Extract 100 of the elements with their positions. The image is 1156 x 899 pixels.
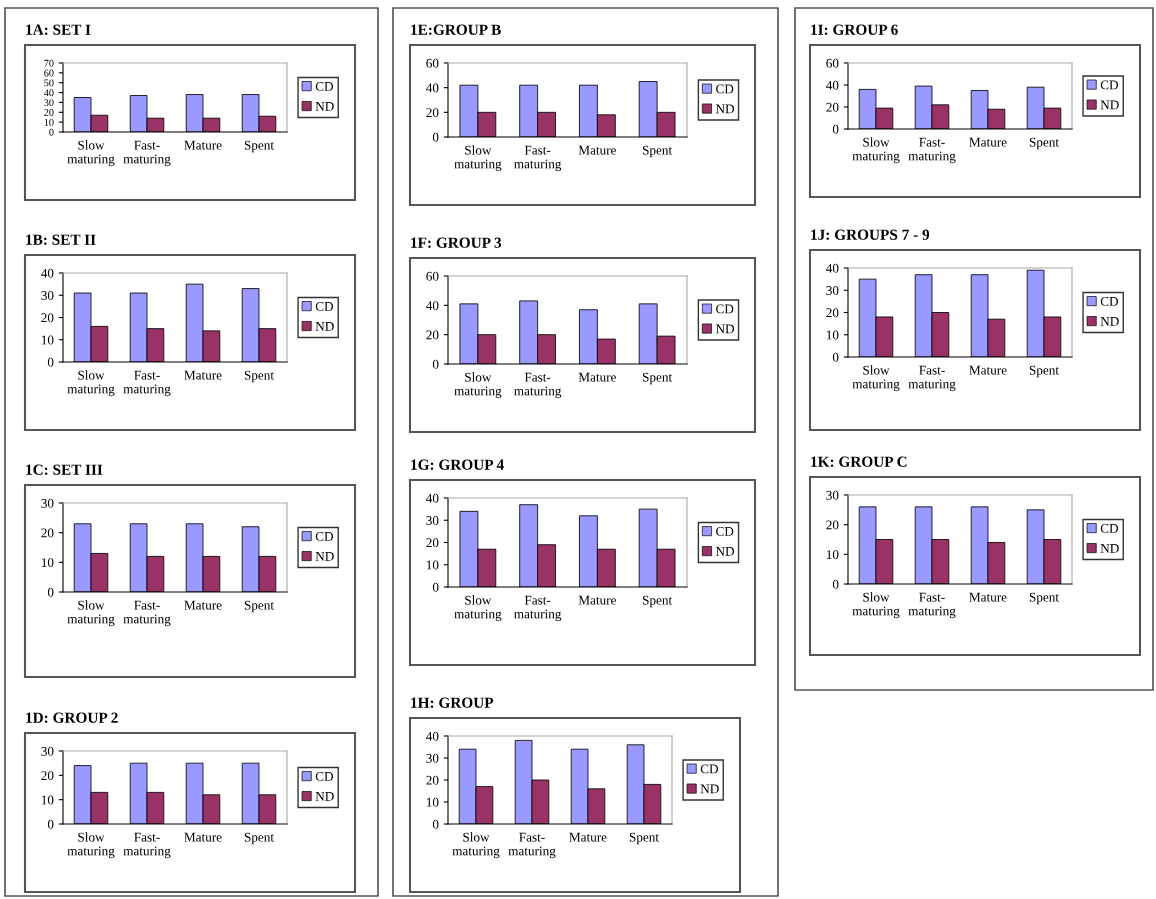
x-tick-label: Slow maturing [67,140,115,167]
y-tick-label: 40 [426,83,439,93]
y-tick-label: 60 [426,271,439,281]
chart-title: 1I: GROUP 6 [811,24,898,35]
legend-label: ND [315,792,334,801]
legend-label: CD [716,526,734,536]
y-tick-label: 60 [826,58,839,68]
legend-label: CD [315,301,334,311]
x-tick-label: Mature [569,832,607,842]
x-tick-label: Mature [184,832,222,842]
y-tick-label: 20 [44,109,54,116]
y-tick-label: 50 [44,79,54,87]
legend-label: CD [1100,523,1119,533]
y-tick-label: 0 [832,352,839,362]
legend-label: CD [716,84,734,94]
y-tick-label: 40 [826,263,839,273]
y-tick-label: 10 [426,560,439,570]
chart-title: 1H: GROUP [411,697,494,708]
x-tick-label: Slow maturing [452,832,500,859]
y-tick-label: 0 [49,128,54,136]
legend-label: CD [315,531,334,541]
y-tick-label: 0 [832,124,839,134]
x-tick-label: Spent [629,832,659,845]
x-tick-label: Fast-maturing [514,145,562,172]
y-tick-label: 20 [426,538,439,548]
y-tick-label: 40 [426,301,439,311]
legend-label: CD [315,771,334,781]
y-tick-label: 10 [44,118,54,126]
y-tick-label: 30 [41,291,54,300]
x-tick-label: Mature [184,140,222,150]
x-tick-label: Spent [244,832,274,845]
legend-label: ND [1100,100,1119,110]
chart-title: 1A: SET I [26,24,91,35]
y-tick-label: 10 [826,330,839,340]
chart-title: 1C: SET III [26,464,103,475]
legend-label: ND [1100,317,1119,326]
x-tick-label: Spent [1029,137,1059,150]
y-tick-label: 20 [826,520,839,530]
x-tick-label: Fast-maturing [123,832,171,859]
y-tick-label: 20 [826,308,839,318]
x-tick-label: Slow maturing [67,370,115,397]
x-tick-label: Spent [244,600,274,613]
y-tick-label: 40 [41,268,54,278]
legend-label: ND [715,104,735,114]
y-tick-label: 0 [432,819,439,829]
x-tick-label: Fast-maturing [123,370,171,397]
y-tick-label: 30 [426,516,439,525]
legend-label: ND [315,322,334,331]
x-tick-label: Spent [1029,365,1059,378]
y-tick-label: 0 [832,579,839,589]
x-tick-label: Slow maturing [852,137,900,164]
x-tick-label: Fast-maturing [908,365,956,392]
y-tick-label: 60 [426,58,439,68]
x-tick-label: Spent [642,372,673,385]
x-tick-label: Fast-maturing [508,832,556,859]
x-tick-label: Slow maturing [67,832,115,859]
y-tick-label: 20 [426,108,439,118]
y-tick-label: 20 [426,775,439,785]
y-tick-label: 30 [41,498,54,508]
y-tick-label: 20 [41,313,54,323]
x-tick-label: Spent [244,370,274,383]
x-tick-label: Slow maturing [454,145,502,172]
x-tick-label: Fast-maturing [123,600,171,627]
chart-title: 1B: SET II [26,234,96,245]
x-tick-label: Fast-maturing [908,137,956,164]
y-tick-label: 30 [44,99,54,107]
legend-label: ND [315,552,334,561]
legend-label: CD [1100,80,1119,90]
y-tick-label: 0 [47,587,54,597]
x-tick-label: Slow maturing [454,372,502,399]
y-tick-label: 20 [41,528,54,538]
legend-label: CD [315,81,334,91]
x-tick-label: Fast-maturing [908,592,956,619]
x-tick-label: Spent [642,145,673,158]
y-tick-label: 70 [44,59,54,67]
legend-label: ND [715,547,735,556]
y-tick-label: 10 [41,335,54,345]
x-tick-label: Slow maturing [454,595,502,622]
chart-title: 1E:GROUP B [411,24,501,35]
x-tick-label: Mature [578,145,616,155]
x-tick-label: Mature [184,600,222,610]
y-tick-label: 40 [43,89,54,97]
legend-label: CD [700,764,719,774]
chart-title: 1F: GROUP 3 [411,237,502,248]
x-tick-label: Fast-maturing [123,140,171,167]
y-tick-label: 40 [426,731,439,741]
chart-title: 1J: GROUPS 7 - 9 [811,229,930,240]
y-tick-label: 20 [41,771,54,781]
y-tick-label: 0 [47,357,54,367]
x-tick-label: Mature [969,365,1007,375]
x-tick-label: Mature [578,595,616,605]
y-tick-label: 0 [432,132,439,142]
x-tick-label: Spent [1029,592,1059,605]
y-tick-label: 20 [426,330,439,340]
y-tick-label: 20 [826,102,839,112]
chart-title: 1G: GROUP 4 [411,459,504,470]
x-tick-label: Spent [244,140,274,153]
legend-label: ND [315,102,334,111]
x-tick-label: Fast-maturing [514,595,562,622]
x-tick-label: Mature [184,370,222,380]
